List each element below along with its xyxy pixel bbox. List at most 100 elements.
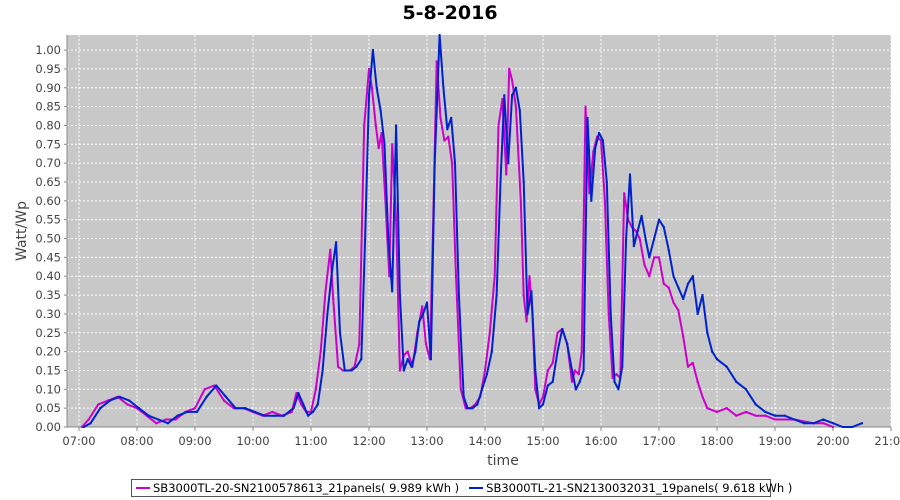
series-1-point — [774, 418, 776, 421]
series-1-point — [271, 410, 274, 413]
series-2-point — [691, 275, 694, 278]
series-1-point — [696, 380, 699, 383]
series-2-point — [551, 380, 554, 383]
series-2-point — [841, 426, 844, 428]
series-1-point — [447, 135, 450, 138]
series-1-point — [203, 388, 206, 391]
y-tick-label: 0.05 — [35, 401, 61, 415]
series-2-point — [530, 290, 533, 293]
series-2-point — [414, 350, 417, 353]
y-axis-label: Watt/Wp — [14, 201, 30, 261]
series-1-point — [425, 343, 428, 346]
series-2-point — [653, 237, 656, 240]
series-1-point — [213, 384, 216, 387]
series-2-point — [234, 407, 237, 410]
series-2-point — [137, 407, 140, 410]
series-2-point — [350, 369, 353, 372]
series-2-point — [672, 275, 675, 278]
plot-area — [67, 35, 891, 427]
series-2-point — [481, 388, 484, 391]
series-2-point — [383, 143, 386, 146]
series-2-point — [422, 312, 425, 315]
series-1-point — [493, 275, 496, 278]
series-1-point — [525, 320, 528, 323]
series-2-point — [534, 369, 537, 372]
series-1-point — [310, 410, 312, 413]
series-1-point — [672, 301, 675, 304]
x-tick-label: 08:00 — [120, 434, 153, 448]
x-tick-label: 20:00 — [816, 434, 849, 448]
series-2-point — [711, 350, 714, 353]
series-1-point — [341, 369, 344, 372]
series-2-point — [128, 399, 131, 402]
series-2-point — [176, 414, 179, 417]
series-1-point — [687, 365, 689, 368]
series-2-point — [391, 290, 394, 293]
series-1-point — [501, 98, 504, 101]
series-2-point — [701, 294, 704, 297]
x-tick-label: 10:00 — [236, 434, 269, 448]
series-2-point — [605, 181, 608, 183]
grid-lines — [67, 35, 892, 428]
series-1-point — [534, 388, 537, 391]
series-1-point — [435, 60, 438, 63]
series-1-point — [295, 392, 298, 395]
axes: 0.00 0.05 0.10 0.15 0.20 0.25 0.30 0.35 0.40 0.45… — [35, 35, 900, 448]
series-1-point — [439, 116, 442, 119]
series-1-point — [682, 335, 685, 338]
y-tick-label: 0.50 — [35, 232, 61, 246]
series-2-point — [613, 380, 616, 383]
series-1-point — [638, 237, 641, 240]
series-2-point — [316, 403, 319, 406]
series-1-point — [822, 422, 825, 425]
series-2-point — [147, 414, 150, 417]
series-2-point — [442, 86, 445, 89]
series-1-point — [474, 403, 477, 406]
legend-swatch-series-1 — [136, 487, 150, 489]
y-tick-label: 0.85 — [35, 100, 61, 114]
series-2-point — [490, 350, 493, 353]
y-tick-label: 1.00 — [35, 43, 61, 57]
series-2-point — [793, 418, 796, 421]
series-2-point — [609, 312, 612, 315]
x-tick-label: 15:00 — [526, 434, 559, 448]
series-1-point — [455, 275, 457, 278]
legend-item-series-1: SB3000TL-20-SN2100578613_21panels( 9.989… — [136, 481, 459, 495]
series-2-point — [783, 414, 786, 417]
series-1-point — [87, 418, 90, 421]
series-2-point — [662, 226, 665, 229]
series-1-point — [725, 407, 728, 410]
series-1-point — [406, 350, 409, 353]
series-2-point — [244, 407, 247, 410]
x-tick-label: 21:00 — [874, 434, 900, 448]
series-2-point — [522, 181, 525, 183]
series-2-point — [696, 312, 699, 315]
series-2-point — [157, 418, 160, 421]
series-1-point — [592, 150, 595, 153]
series-2-point — [601, 139, 604, 142]
series-1-point — [653, 256, 656, 259]
series-1-point — [97, 403, 100, 406]
series-2-point — [297, 392, 300, 395]
series-1-point — [643, 263, 646, 266]
series-1-point — [505, 173, 508, 176]
series-2-point — [644, 237, 647, 240]
series-2-point — [754, 403, 757, 406]
series-1-point — [623, 192, 626, 195]
series-1-point — [573, 369, 576, 372]
series-1-point — [488, 331, 491, 334]
series-1-point — [577, 373, 580, 376]
y-tick-label: 0.40 — [35, 269, 61, 283]
series-2-point — [166, 422, 169, 425]
series-1-point — [514, 105, 517, 108]
series-2-point — [598, 132, 601, 134]
x-tick-label: 13:00 — [410, 434, 443, 448]
series-2-point — [387, 237, 390, 240]
series-1-point — [634, 230, 637, 232]
series-1-point — [374, 124, 377, 127]
y-tick-label: 0.15 — [35, 363, 61, 377]
series-2-point — [566, 343, 569, 346]
series-1-point — [588, 192, 591, 195]
series-2-point — [682, 297, 685, 300]
legend-label-series-2: SB3000TL-21-SN2130032031_19panels( 9.618… — [486, 481, 793, 495]
